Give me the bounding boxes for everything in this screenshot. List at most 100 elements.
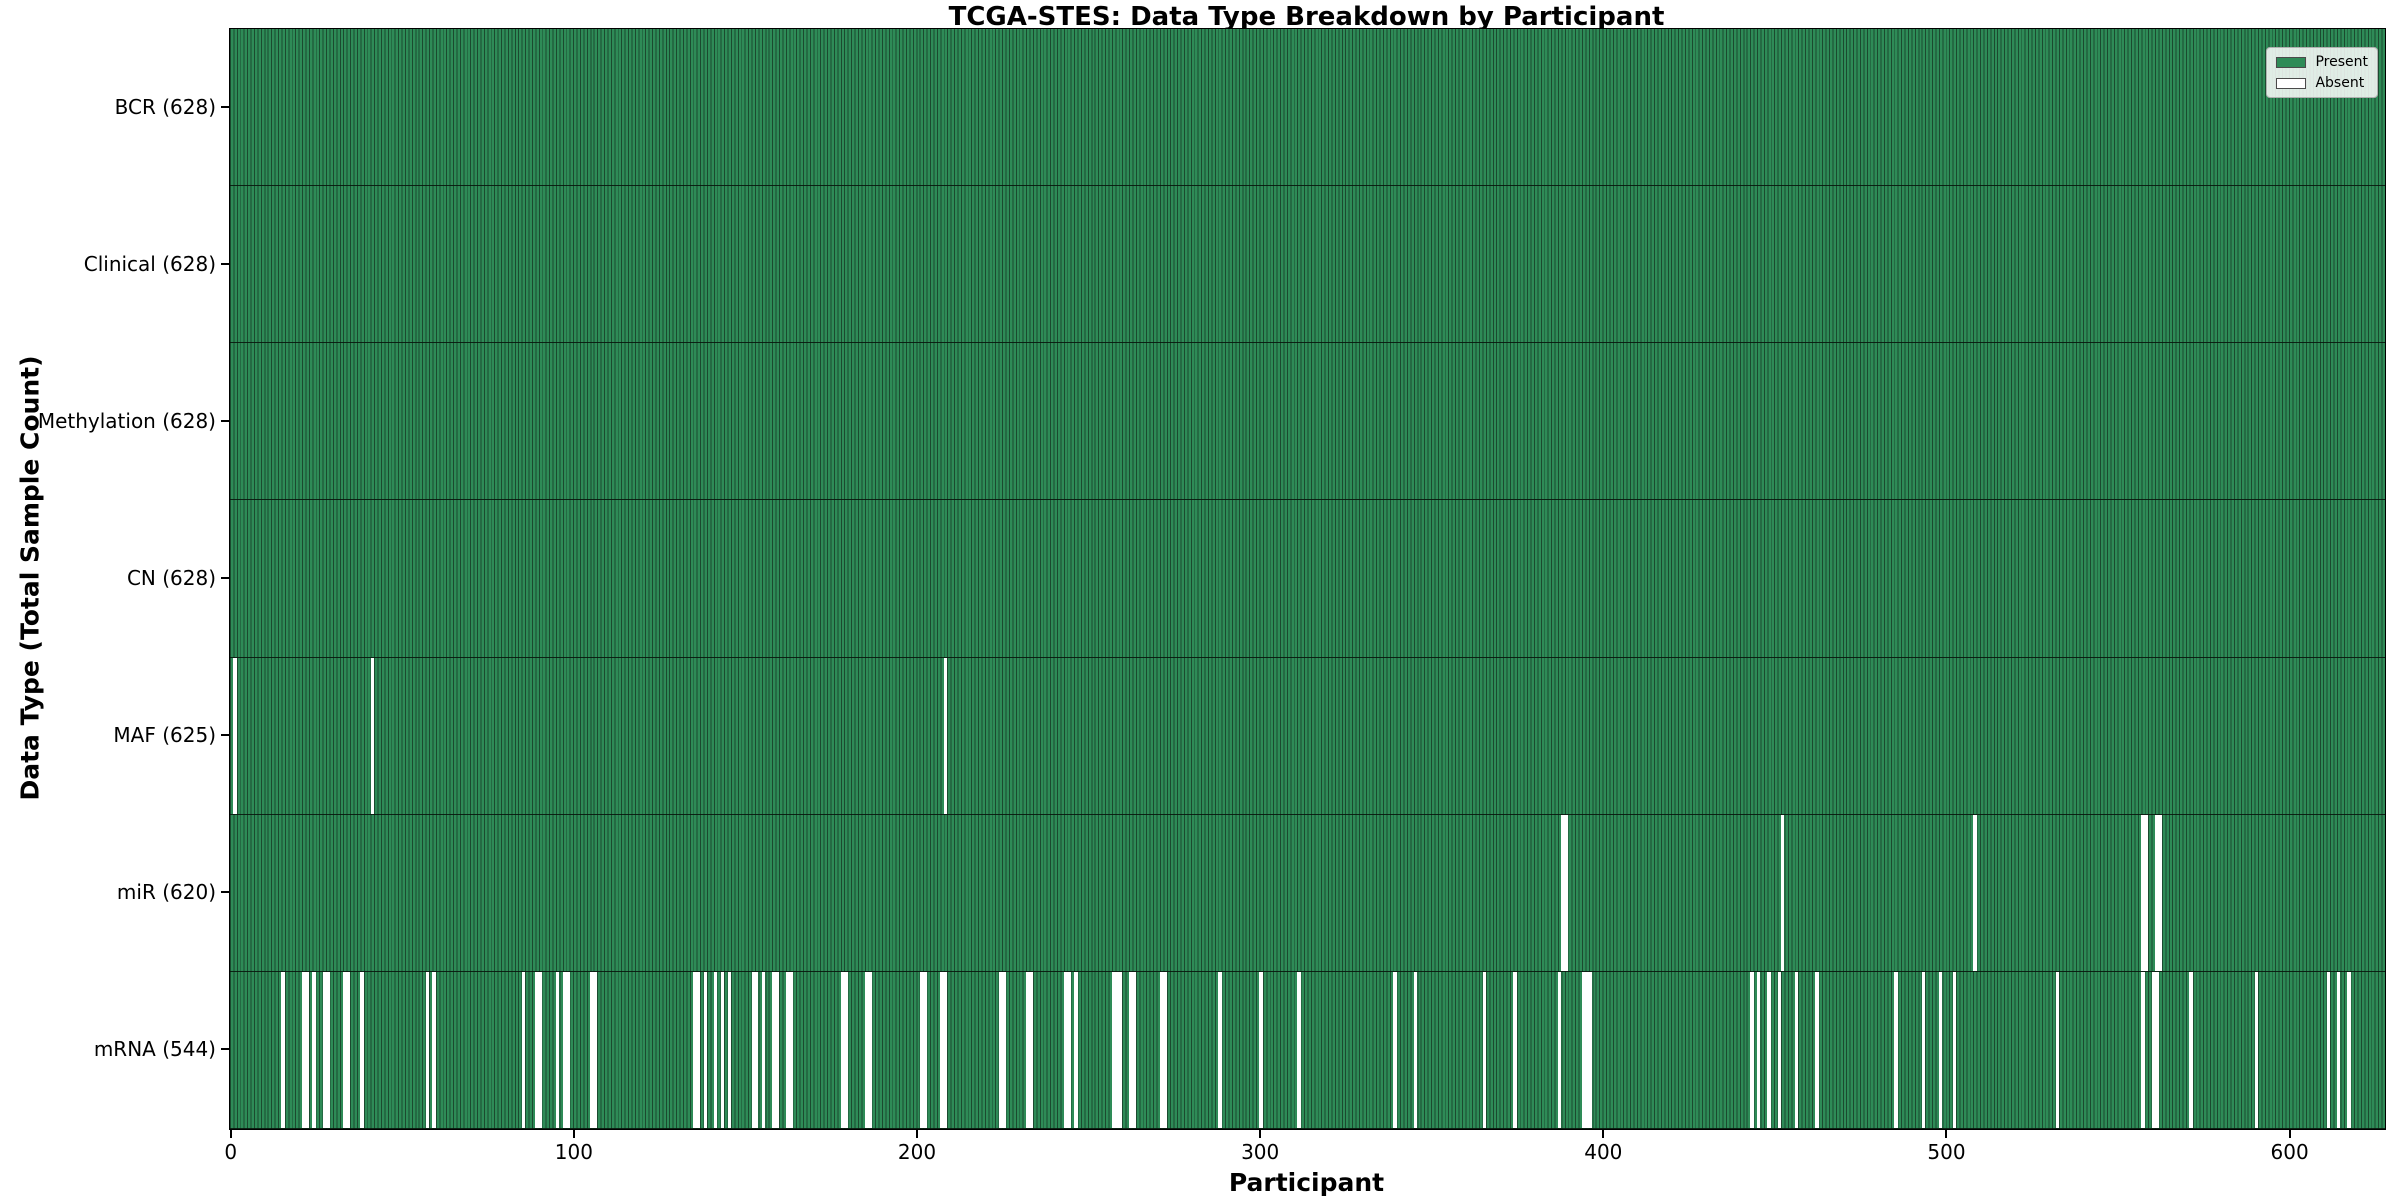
plot-area: Present Absent [229, 28, 2386, 1130]
absent-gap [772, 971, 776, 1128]
absent-gap [998, 971, 1003, 1128]
absent-gap [703, 971, 707, 1128]
absent-gap [1067, 971, 1071, 1128]
absent-gap [346, 971, 351, 1128]
x-tick-mark [572, 1130, 575, 1138]
absent-gap [535, 971, 539, 1128]
x-tick-label: 500 [1927, 1140, 1966, 1164]
absent-gap [1413, 971, 1418, 1128]
absent-gap [1002, 971, 1006, 1128]
y-tick-mark [221, 891, 229, 894]
y-tick-mark [221, 577, 229, 579]
absent-gap [727, 971, 731, 1128]
absent-gap [785, 971, 790, 1128]
absent-gap [1482, 971, 1486, 1128]
absent-gap [2155, 814, 2159, 971]
x-tick-label: 100 [554, 1140, 593, 1164]
absent-gap [2336, 971, 2341, 1128]
legend: Present Absent [2266, 47, 2378, 98]
absent-gap [1781, 814, 1785, 971]
absent-gap [789, 971, 793, 1128]
absent-gap [919, 971, 924, 1128]
absent-gap [1558, 971, 1562, 1128]
absent-gap [1588, 971, 1593, 1128]
absent-gap [2144, 814, 2149, 971]
y-tick-mark [221, 262, 229, 265]
x-tick-mark [1945, 1130, 1948, 1138]
absent-gap [1218, 971, 1222, 1128]
absent-gap [1777, 971, 1782, 1128]
absent-gap [923, 971, 927, 1128]
absent-gap [940, 971, 944, 1128]
absent-gap [233, 657, 237, 814]
absent-gap [343, 971, 347, 1128]
absent-gap [1815, 971, 1819, 1128]
absent-gap [693, 971, 697, 1128]
y-tick-label: mRNA (544) [93, 1037, 216, 1062]
absent-gap [2141, 971, 2145, 1128]
absent-gap [1115, 971, 1119, 1128]
x-axis-label: Participant [1228, 1168, 1385, 1197]
absent-gap [1159, 971, 1164, 1128]
absent-gap [840, 971, 845, 1128]
absent-gap [538, 971, 543, 1128]
absent-gap [696, 971, 701, 1128]
y-tick-label: CN (628) [126, 566, 216, 590]
absent-gap [370, 657, 375, 814]
absent-gap [562, 971, 567, 1128]
legend-entry-present: Present [2276, 54, 2368, 70]
absent-gap [1029, 971, 1033, 1128]
data-row-methylation [230, 343, 2385, 501]
absent-gap [302, 971, 306, 1128]
absent-swatch [2276, 77, 2307, 89]
absent-gap [432, 971, 436, 1128]
absent-gap [1393, 971, 1397, 1128]
absent-gap [2347, 971, 2351, 1128]
absent-gap [312, 971, 316, 1128]
y-tick-label: Methylation (628) [37, 408, 216, 433]
data-row-maf [230, 657, 2385, 815]
absent-gap [1259, 971, 1263, 1128]
absent-gap [281, 971, 285, 1128]
y-tick-label: Clinical (628) [83, 251, 216, 276]
absent-gap [1111, 971, 1116, 1128]
data-row-bcr [230, 29, 2385, 187]
x-tick-label: 300 [1241, 1140, 1280, 1164]
absent-gap [1564, 814, 1569, 971]
absent-gap [1973, 814, 1977, 971]
absent-gap [2326, 971, 2331, 1128]
absent-gap [1118, 971, 1123, 1128]
absent-gap [755, 971, 759, 1128]
absent-gap [1921, 971, 1926, 1128]
absent-gap [1074, 971, 1078, 1128]
absent-gap [720, 971, 725, 1128]
chart-title: TCGA-STES: Data Type Breakdown by Partic… [948, 2, 1665, 32]
absent-gap [1132, 971, 1136, 1128]
absent-gap [2189, 971, 2193, 1128]
present-swatch [2276, 56, 2307, 68]
data-row-mrna [230, 971, 2385, 1129]
absent-gap [844, 971, 848, 1128]
absent-gap [1952, 971, 1957, 1128]
x-tick-label: 600 [2270, 1140, 2309, 1164]
absent-gap [2254, 971, 2259, 1128]
absent-gap [555, 971, 560, 1128]
absent-gap [521, 971, 526, 1128]
absent-gap [761, 971, 766, 1128]
data-row-mir [230, 814, 2385, 972]
y-tick-mark [221, 1048, 229, 1051]
absent-gap [1561, 814, 1565, 971]
absent-gap [943, 971, 948, 1128]
legend-label-present: Present [2315, 54, 2368, 70]
data-row-clinical [230, 186, 2385, 344]
legend-entry-absent: Absent [2276, 75, 2368, 91]
x-tick-mark [2288, 1130, 2291, 1138]
x-tick-mark [1602, 1130, 1605, 1138]
y-tick-mark [221, 419, 229, 422]
absent-gap [2151, 971, 2156, 1128]
y-tick-label: BCR (628) [114, 94, 216, 119]
absent-gap [1794, 971, 1799, 1128]
absent-gap [1938, 971, 1943, 1128]
y-tick-label: MAF (625) [113, 723, 216, 748]
absent-gap [943, 657, 948, 814]
